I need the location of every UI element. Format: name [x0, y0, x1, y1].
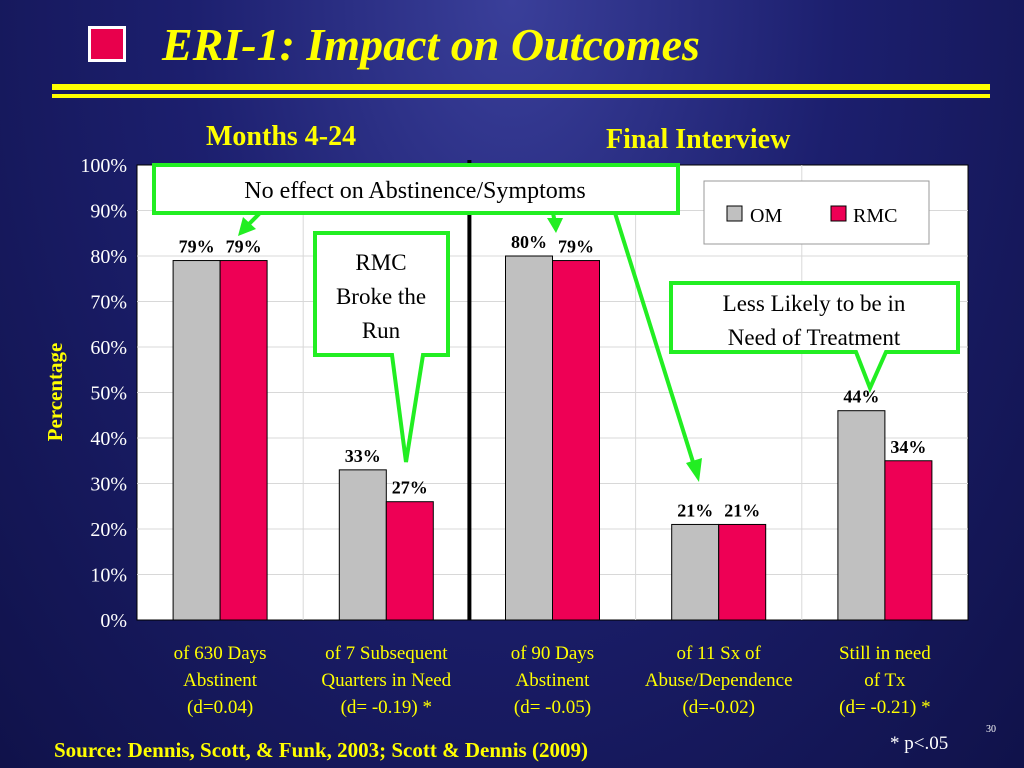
- bar-rmc: [552, 260, 600, 621]
- y-tick-label: 20%: [90, 519, 127, 541]
- title-rule-bottom: [52, 94, 990, 98]
- callout-no-effect-box: [152, 163, 680, 215]
- x-category-label: (d= -0.21) *: [839, 697, 930, 718]
- section-label-final: Final Interview: [606, 124, 791, 155]
- callout-arrowhead: [547, 218, 563, 233]
- callout-arrow: [613, 212, 695, 463]
- x-category-label: Quarters in Need: [321, 670, 451, 691]
- legend-label-om: OM: [750, 205, 782, 227]
- x-category-label: (d=-0.02): [682, 697, 754, 718]
- y-tick-label: 40%: [90, 428, 127, 450]
- significance-footnote: * p<.05: [890, 733, 949, 754]
- title-rule-top: [52, 84, 990, 90]
- legend-label-rmc: RMC: [853, 205, 897, 227]
- y-tick-label: 50%: [90, 383, 127, 405]
- y-tick-label: 30%: [90, 474, 127, 496]
- y-tick-label: 90%: [90, 201, 127, 223]
- callout-rmc-broke-text: RMC: [355, 250, 406, 275]
- legend-swatch-rmc: [830, 205, 847, 222]
- data-label-om: 33%: [345, 446, 381, 466]
- callout-arrowhead: [686, 458, 702, 482]
- bar-om: [505, 255, 553, 621]
- y-axis-title: Percentage: [43, 343, 67, 442]
- bar-om: [338, 469, 387, 621]
- data-label-rmc: 21%: [724, 500, 760, 520]
- bar-om: [671, 523, 720, 621]
- bar-om: [837, 410, 886, 621]
- page-number: 30: [986, 724, 996, 735]
- callout-rmc-broke-text: Run: [362, 318, 401, 343]
- y-tick-label: 0%: [100, 610, 127, 632]
- legend-swatch-om: [726, 205, 743, 222]
- data-label-om: 80%: [511, 232, 547, 252]
- x-category-label: Abuse/Dependence: [645, 670, 793, 691]
- x-category-label: (d= -0.05): [514, 697, 591, 718]
- x-category-label: of 90 Days: [511, 643, 594, 664]
- data-label-om: 21%: [677, 500, 713, 520]
- slide-title: ERI-1: Impact on Outcomes: [162, 19, 700, 70]
- x-category-label: of Tx: [864, 670, 906, 691]
- x-category-label: of 11 Sx of: [677, 643, 762, 664]
- bar-rmc: [385, 501, 434, 621]
- bar-rmc: [718, 523, 767, 621]
- bar-om: [172, 260, 221, 621]
- bar-rmc: [219, 260, 268, 621]
- y-tick-label: 70%: [90, 292, 127, 314]
- y-tick-label: 100%: [80, 155, 127, 177]
- x-category-label: Still in need: [839, 643, 931, 664]
- callout-less-likely-bubble: [669, 281, 960, 394]
- x-category-label: Abstinent: [183, 670, 258, 691]
- x-category-label: of 630 Days: [174, 643, 267, 664]
- x-category-label: of 7 Subsequent: [325, 643, 448, 664]
- x-category-label: Abstinent: [516, 670, 591, 691]
- callout-no-effect-text: No effect on Abstinence/Symptoms: [244, 178, 586, 204]
- y-tick-label: 80%: [90, 246, 127, 268]
- data-label-rmc: 27%: [392, 478, 428, 498]
- callout-rmc-broke-text: Broke the: [336, 284, 426, 309]
- source-citation: Source: Dennis, Scott, & Funk, 2003; Sco…: [54, 738, 588, 762]
- callout-less-likely-text: Less Likely to be in: [723, 291, 906, 316]
- x-category-label: (d= -0.19) *: [341, 697, 432, 718]
- data-label-rmc: 79%: [558, 237, 594, 257]
- y-tick-label: 10%: [90, 565, 127, 587]
- data-label-rmc: 34%: [890, 437, 926, 457]
- title-square-icon: [88, 26, 126, 62]
- callout-arrowhead: [238, 217, 256, 236]
- section-label-months: Months 4-24: [206, 121, 357, 152]
- data-label-rmc: 79%: [226, 237, 262, 257]
- callout-rmc-broke-bubble: [313, 231, 450, 463]
- y-tick-label: 60%: [90, 337, 127, 359]
- data-label-om: 44%: [843, 387, 879, 407]
- bar-rmc: [884, 460, 933, 621]
- x-category-label: (d=0.04): [187, 697, 253, 718]
- callout-less-likely-text: Need of Treatment: [728, 325, 901, 350]
- data-label-om: 79%: [179, 237, 215, 257]
